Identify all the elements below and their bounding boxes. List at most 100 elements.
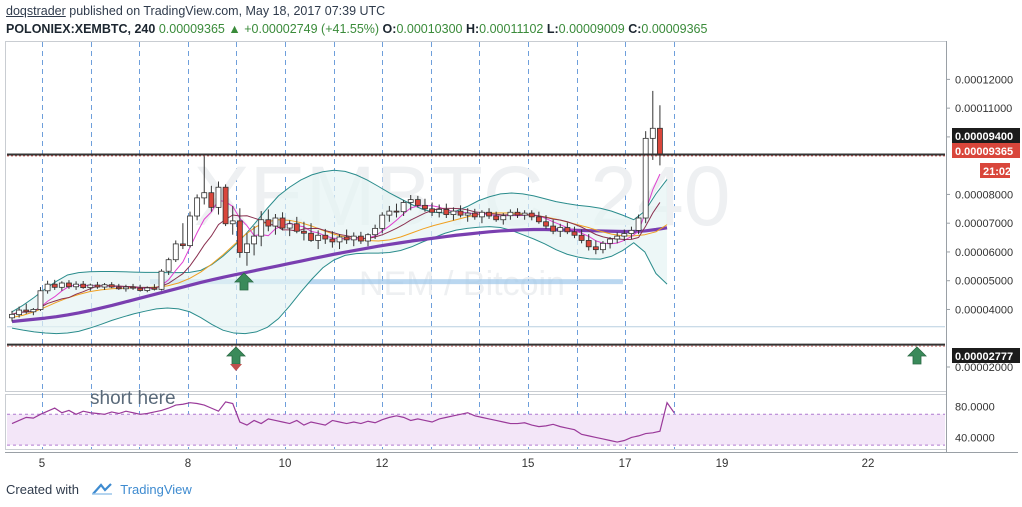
candle-down <box>564 227 571 233</box>
candle-down <box>535 216 542 223</box>
candle-up <box>44 283 51 292</box>
time-tick-label: 15 <box>522 458 535 470</box>
tradingview-brand-link[interactable]: TradingView <box>120 482 192 497</box>
candle-down <box>443 208 450 215</box>
up-arrow-icon <box>226 346 246 365</box>
candle-up <box>201 192 208 199</box>
time-tick-label: 17 <box>619 458 632 470</box>
candle-up <box>621 233 628 237</box>
candle-up <box>87 284 94 289</box>
candle-up <box>649 127 656 139</box>
candle-down <box>550 225 557 232</box>
last-price: 0.00009365 <box>158 22 225 36</box>
low-value: 0.00009009 <box>558 22 625 36</box>
candle-down <box>343 236 350 241</box>
candle-up <box>600 242 606 251</box>
candle-down <box>130 286 136 289</box>
candle-down <box>543 221 549 227</box>
created-with-label: Created with <box>6 482 79 497</box>
tradingview-cloud-icon[interactable] <box>91 483 113 498</box>
candle-up <box>407 199 414 203</box>
bollinger-lower-line <box>11 226 668 335</box>
candle-up <box>101 284 108 288</box>
price-label-text: 0.00009365 <box>955 146 1013 158</box>
time-tick-label: 12 <box>376 458 389 470</box>
symbol-label[interactable]: POLONIEX:XEMBTC, 240 <box>6 22 156 36</box>
up-arrow-icon <box>234 272 254 291</box>
price-label-box <box>952 143 1020 158</box>
price-tick-label: 0.00007000 <box>955 218 1013 230</box>
candle-up <box>315 234 322 241</box>
candle-up <box>479 211 485 218</box>
candle-up <box>165 259 172 272</box>
high-value: 0.00011102 <box>479 22 544 36</box>
price-tick-label: 0.00008000 <box>955 189 1013 201</box>
rsi-tick-label: 40.0000 <box>955 432 995 444</box>
candle-down <box>179 243 186 247</box>
candle-down <box>322 234 329 240</box>
candle-up <box>642 137 649 219</box>
candle-up <box>607 238 613 244</box>
candle-down <box>578 234 585 241</box>
up-arrow-icon <box>907 346 927 365</box>
candle-up <box>251 235 257 245</box>
candle-up <box>9 313 15 319</box>
candle-down <box>279 217 286 229</box>
candle-up <box>386 210 393 216</box>
candle-down <box>137 287 144 291</box>
candle-up <box>379 214 386 229</box>
candle-up <box>144 287 151 291</box>
candles <box>9 90 663 322</box>
open-value: 0.00010300 <box>396 22 463 36</box>
candle-down <box>457 210 464 216</box>
candle-down <box>23 309 30 313</box>
candle-up <box>272 217 279 227</box>
triangle-up-icon: ▲ <box>228 22 241 36</box>
annotation-short-here: short here <box>90 388 176 409</box>
candle-down <box>94 284 101 288</box>
candle-up <box>229 220 236 225</box>
time-tick-label: 8 <box>185 458 191 470</box>
support-zone <box>150 279 623 285</box>
candle-down <box>571 231 578 236</box>
price-tick-label: 0.00005000 <box>955 276 1013 288</box>
candle-down <box>528 212 535 218</box>
footer: Created with TradingView <box>6 482 192 498</box>
candle-up <box>37 290 44 310</box>
candle-down <box>592 246 599 251</box>
candle-up <box>172 243 179 261</box>
high-label: H: <box>465 22 480 36</box>
candle-up <box>365 234 371 242</box>
candle-down <box>471 212 478 218</box>
candle-up <box>400 202 407 213</box>
price-label-text: 0.00002777 <box>955 351 1013 363</box>
price-tick-label: 0.00012000 <box>955 74 1013 86</box>
candle-up <box>194 197 201 217</box>
candle-down <box>357 235 364 242</box>
candle-down <box>222 186 229 225</box>
price-labels: 0.00009400 0.00009365 21:02 0.00002777 <box>952 128 1020 363</box>
candle-down <box>265 219 272 227</box>
ma-medium-line <box>11 202 661 315</box>
candle-up <box>30 309 37 313</box>
down-triangle-icon <box>230 364 242 371</box>
candle-up <box>500 215 507 221</box>
candle-down <box>66 282 72 288</box>
candle-down <box>429 208 435 213</box>
candle-down <box>115 286 122 290</box>
candle-up <box>215 186 222 208</box>
candle-up <box>123 286 129 290</box>
candle-down <box>414 199 421 206</box>
price-label-text: 0.00009400 <box>955 131 1013 143</box>
candle-down <box>208 192 215 208</box>
publish-line: doqstrader published on TradingView.com,… <box>6 4 385 18</box>
price-change: +0.00002749 (+41.55%) <box>244 22 380 36</box>
candle-down <box>493 215 500 221</box>
candle-up <box>336 236 343 243</box>
candle-up <box>635 217 642 231</box>
close-value: 0.00009365 <box>641 22 708 36</box>
author-link[interactable]: doqstrader <box>6 4 66 18</box>
session-separators <box>42 42 675 449</box>
bollinger-upper-line <box>11 169 668 313</box>
